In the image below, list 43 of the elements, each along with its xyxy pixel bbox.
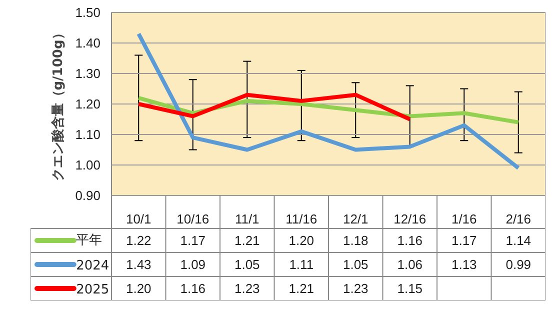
x-tick-label: 11/1 (234, 212, 260, 226)
data-label: 1.20 (126, 281, 152, 296)
y-axis-title: クエン酸含量（g/100g） (50, 26, 66, 182)
legend-label: 平年 (76, 233, 102, 248)
y-tick-label: 1.00 (75, 158, 101, 172)
data-label: 0.99 (506, 257, 532, 272)
x-tick-label: 12/16 (394, 212, 426, 226)
data-label: 1.15 (397, 281, 423, 296)
data-label: 1.18 (342, 233, 368, 248)
data-label: 1.09 (180, 257, 206, 272)
y-tick-label: 1.30 (75, 66, 101, 81)
x-tick-label: 2/16 (506, 212, 532, 226)
data-label: 1.16 (180, 281, 206, 296)
y-tick-label: 1.20 (75, 96, 101, 112)
line-series (136, 92, 412, 122)
y-tick-label: 0.90 (75, 188, 101, 203)
y-tick-label: 1.40 (75, 36, 101, 50)
x-tick-label: 10/1 (126, 212, 152, 226)
x-tick-label: 11/16 (286, 212, 318, 226)
data-label: 1.22 (126, 233, 152, 248)
data-label: 1.11 (289, 257, 314, 272)
x-tick-label: 10/16 (176, 212, 210, 226)
data-label: 1.06 (397, 257, 423, 272)
x-tick-label: 12/1 (342, 212, 368, 226)
data-label: 1.17 (180, 233, 206, 248)
data-label: 1.21 (234, 233, 260, 248)
y-tick-label: 1.10 (75, 127, 101, 142)
data-label: 1.23 (234, 281, 260, 296)
x-tick-label: 1/16 (451, 212, 477, 226)
data-label: 1.13 (451, 257, 477, 272)
data-label: 1.43 (126, 257, 152, 272)
data-label: 1.16 (397, 233, 423, 248)
data-label: 1.14 (506, 233, 532, 248)
legend-label: 2025 (76, 282, 110, 298)
legend-label: 2024 (76, 258, 110, 274)
data-label: 1.20 (288, 233, 314, 248)
y-tick-label: 1.50 (75, 5, 101, 20)
data-label: 1.21 (288, 281, 314, 296)
data-label: 1.17 (451, 233, 477, 248)
data-label: 1.05 (234, 257, 260, 272)
data-label: 1.05 (342, 257, 368, 272)
data-label: 1.23 (342, 281, 368, 296)
line-series (136, 32, 520, 170)
